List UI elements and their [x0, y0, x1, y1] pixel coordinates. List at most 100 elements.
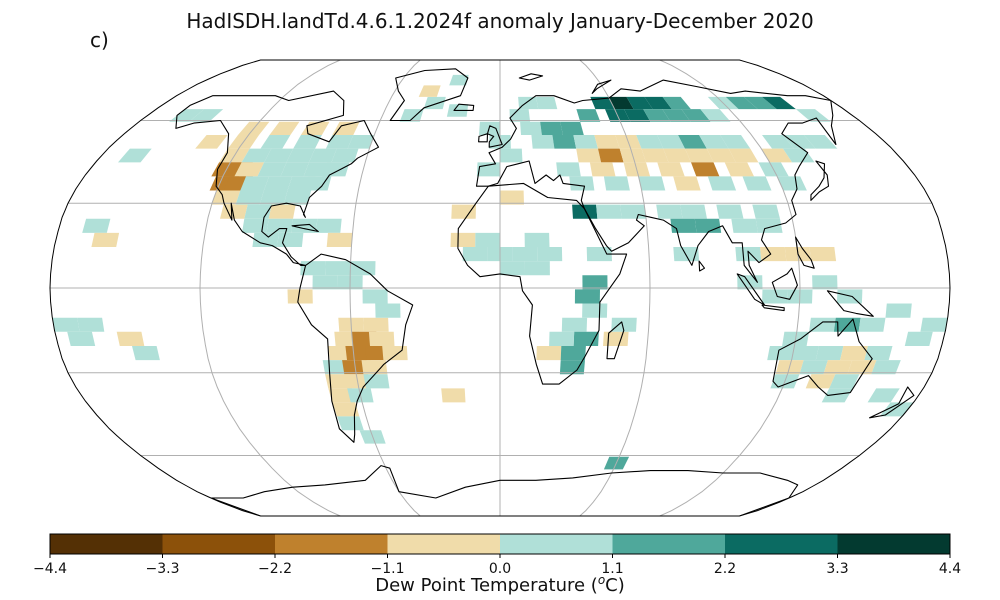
- grid-cell: [189, 109, 224, 122]
- grid-cell: [657, 135, 685, 149]
- grid-cell: [259, 190, 288, 205]
- coastline: [795, 236, 815, 269]
- grid-cell: [450, 232, 476, 247]
- colorbar-label-suffix: C): [605, 575, 625, 596]
- grid-cell: [350, 261, 376, 276]
- grid-cell: [799, 360, 828, 375]
- coastline: [591, 79, 612, 94]
- colorbar-tick-label: 4.4: [939, 561, 961, 577]
- grid-cell: [462, 247, 488, 262]
- map-outline: [49, 59, 951, 517]
- grid-cell: [809, 317, 836, 332]
- grid-cell: [451, 204, 476, 219]
- grid-cell: [268, 204, 296, 219]
- grid-cell: [363, 317, 389, 332]
- grid-cell: [596, 204, 622, 219]
- grid-cell: [449, 74, 469, 86]
- grid-cell: [700, 109, 731, 122]
- grid-cell: [332, 121, 360, 135]
- grid-cell: [322, 162, 350, 177]
- grid-cell: [636, 135, 664, 149]
- grid-cell: [821, 388, 853, 403]
- grid-cell: [885, 303, 912, 318]
- grid-cell: [662, 109, 691, 122]
- coastline: [761, 304, 785, 312]
- graticule: [50, 60, 950, 516]
- coastline: [826, 290, 874, 317]
- grid-cell: [293, 135, 322, 149]
- grid-cell: [252, 232, 279, 247]
- grid-cell: [77, 317, 105, 332]
- grid-cell: [626, 96, 653, 110]
- grid-cell: [418, 85, 441, 97]
- colorbar-tick-label: −1.1: [371, 561, 405, 577]
- grid-cell: [673, 176, 701, 191]
- grid-cell: [361, 360, 388, 375]
- grid-cell: [767, 346, 795, 361]
- grid-cell: [680, 204, 707, 219]
- grid-cell: [699, 135, 729, 149]
- grid-cell: [326, 232, 353, 247]
- grid-cell: [644, 96, 672, 110]
- grid-cell: [809, 247, 837, 262]
- grid-cell: [277, 232, 304, 247]
- grid-cell: [556, 162, 581, 177]
- coastline: [457, 182, 628, 385]
- grid-cell: [549, 331, 575, 346]
- colorbar-bin: [612, 534, 725, 554]
- colorbar-tick-label: −3.3: [146, 561, 180, 577]
- grid-cell: [573, 135, 598, 149]
- grid-cell: [362, 289, 388, 304]
- grid-cell: [582, 275, 608, 290]
- grid-cell: [518, 96, 539, 110]
- grid-cell: [812, 275, 838, 290]
- coastline: [175, 90, 380, 266]
- coastline: [810, 160, 830, 201]
- grid-cell: [720, 135, 751, 149]
- grid-cell: [576, 109, 601, 122]
- colorbar-label: Dew Point Temperature (oC): [0, 573, 1000, 596]
- grid-cell: [803, 135, 838, 149]
- grid-cell: [777, 176, 807, 191]
- colorbar-bin: [50, 534, 163, 554]
- coastline: [518, 73, 544, 81]
- grid-cell: [829, 374, 860, 389]
- grid-cell: [755, 218, 783, 233]
- coastline: [772, 318, 873, 396]
- grid-cell: [572, 204, 598, 219]
- grid-cell: [582, 303, 608, 318]
- grid-cell: [728, 148, 759, 163]
- grid-cell: [840, 346, 868, 361]
- grid-cell: [509, 109, 531, 122]
- grid-cell: [586, 247, 612, 262]
- grid-cell: [752, 204, 780, 219]
- grid-cell: [589, 162, 616, 177]
- meridian-line: [579, 60, 651, 516]
- grid-cell: [118, 148, 152, 163]
- grid-cell: [643, 109, 671, 122]
- grid-cell: [67, 331, 96, 346]
- grid-cell: [663, 148, 691, 163]
- grid-cell: [762, 135, 794, 149]
- grid-cell: [724, 162, 754, 177]
- grid-cell: [269, 121, 300, 135]
- grid-cell: [536, 346, 562, 361]
- grid-cell: [540, 121, 563, 135]
- coastline: [869, 386, 915, 419]
- coastline: [606, 321, 625, 360]
- grid-cell: [337, 416, 364, 431]
- grid-cell: [603, 176, 630, 191]
- grid-cell: [309, 148, 337, 163]
- grid-cell: [608, 96, 634, 110]
- colorbar-tick-label: −2.2: [258, 561, 292, 577]
- grid-cell: [656, 204, 683, 219]
- grid-cell: [315, 218, 342, 233]
- grid-cell: [761, 148, 793, 163]
- grid-cell: [638, 176, 666, 191]
- grid-cell: [287, 289, 313, 304]
- grid-cell: [169, 109, 205, 122]
- grid-cell: [743, 96, 777, 110]
- grid-cell: [641, 148, 669, 163]
- grid-cell: [500, 190, 524, 205]
